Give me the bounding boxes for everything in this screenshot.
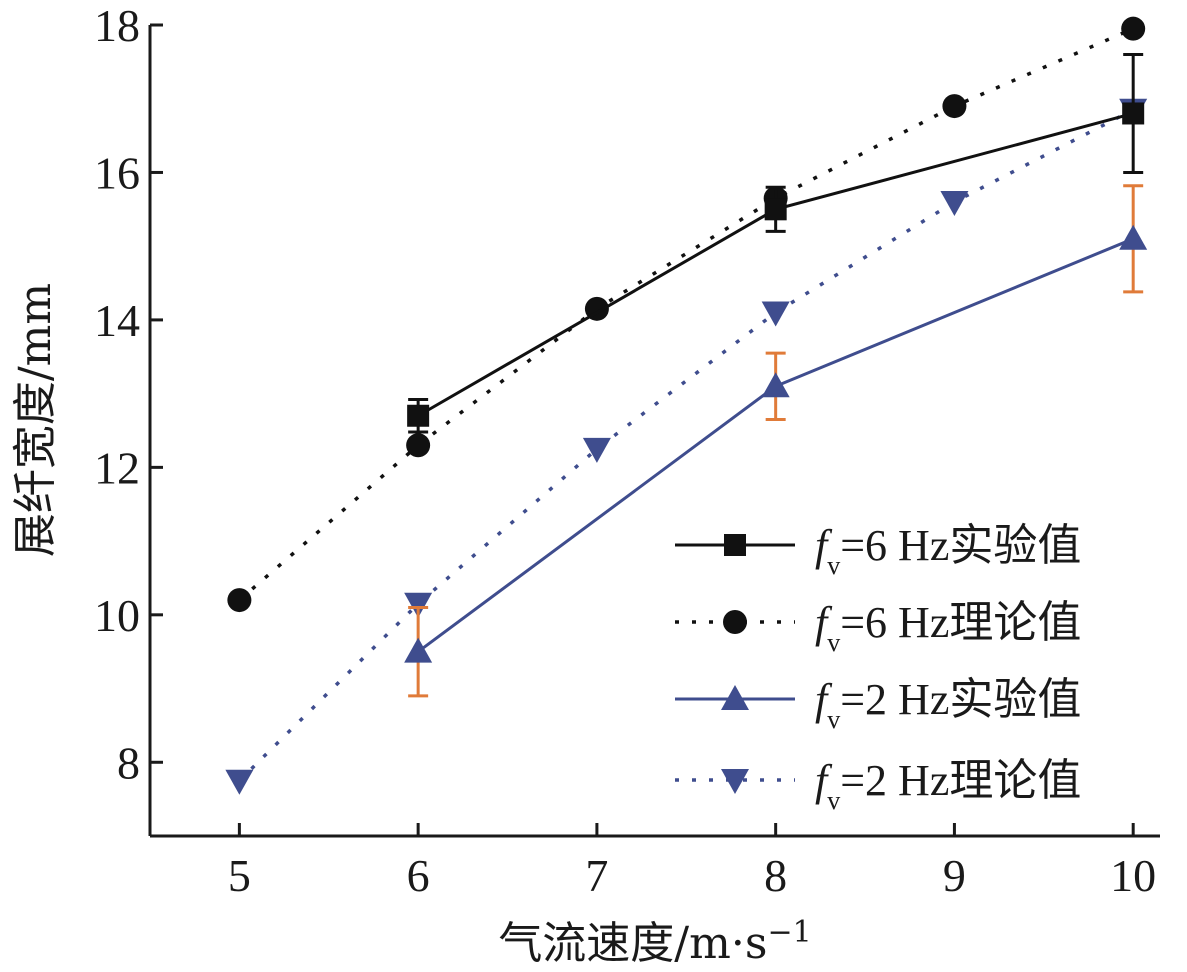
legend-label-text: =2 Hz实验值 [840, 675, 1081, 724]
y-tick-label: 10 [94, 590, 140, 641]
legend-label: fv=6 Hz理论值 [815, 598, 1081, 657]
legend-item-3: fv=2 Hz实验值 [675, 675, 1081, 734]
y-tick-label: 14 [94, 295, 140, 346]
legend: fv=6 Hz实验值 fv=6 Hz理论值 fv=2 Hz实验值 fv=2 Hz理论值 [675, 521, 1081, 815]
data-point [1119, 224, 1148, 250]
legend-label-subscript: v [827, 628, 840, 657]
y-tick-label: 8 [117, 737, 140, 788]
legend-label: fv=2 Hz实验值 [815, 675, 1081, 734]
legend-label-subscript: v [827, 786, 840, 815]
x-axis-label-exponent: −1 [767, 915, 811, 950]
data-point [404, 592, 433, 618]
series-line [238, 27, 1134, 602]
y-tick-label: 12 [94, 442, 140, 493]
x-tick-label: 9 [943, 850, 966, 901]
legend-item-2: fv=6 Hz理论值 [675, 598, 1081, 657]
plot-area: 5 6 7 8 9 10 8 10 12 14 16 18 [94, 0, 1160, 901]
x-axis-label: 气流速度/m·s−1 [498, 915, 811, 969]
legend-label-subscript: v [827, 551, 840, 580]
legend-marker [723, 610, 747, 634]
data-point [1121, 16, 1146, 41]
data-point [761, 301, 790, 327]
legend-label: fv=6 Hz实验值 [815, 521, 1081, 580]
series-line [417, 237, 1134, 653]
data-point [407, 404, 430, 427]
legend-item-4: fv=2 Hz理论值 [675, 756, 1081, 815]
x-tick-label: 7 [585, 850, 608, 901]
series-layer [225, 16, 1148, 795]
legend-label-subscript: v [827, 705, 840, 734]
x-axis-label-text: 气流速度/m·s [498, 918, 767, 969]
legend-marker [721, 685, 749, 710]
legend-label: fv=2 Hz理论值 [815, 756, 1081, 815]
data-point [942, 94, 967, 119]
x-ticks: 5 6 7 8 9 10 [228, 823, 1156, 901]
data-point [225, 769, 254, 795]
data-point [1122, 102, 1145, 125]
data-point [582, 437, 611, 463]
data-point [404, 637, 433, 663]
y-ticks: 8 10 12 14 16 18 [94, 0, 163, 788]
data-point [940, 190, 969, 216]
data-point [406, 433, 431, 458]
legend-label-text: =6 Hz理论值 [840, 598, 1081, 647]
data-point [764, 198, 787, 221]
axes [148, 25, 1160, 838]
x-tick-label: 10 [1110, 850, 1156, 901]
series-4 [225, 98, 1148, 795]
legend-marker [721, 769, 749, 794]
x-tick-label: 8 [764, 850, 787, 901]
x-tick-label: 5 [228, 850, 251, 901]
legend-label-text: =2 Hz理论值 [840, 756, 1081, 805]
series-1 [407, 52, 1145, 434]
y-axis-label: 展纤宽度/mm [10, 283, 61, 557]
x-tick-label: 6 [407, 850, 430, 901]
data-point [227, 588, 252, 613]
legend-label-text: =6 Hz实验值 [840, 521, 1081, 570]
legend-marker [724, 534, 746, 556]
y-tick-label: 18 [94, 0, 140, 51]
legend-item-1: fv=6 Hz实验值 [675, 521, 1081, 580]
y-tick-label: 16 [94, 147, 140, 198]
series-3 [404, 184, 1148, 698]
data-point [761, 372, 790, 398]
